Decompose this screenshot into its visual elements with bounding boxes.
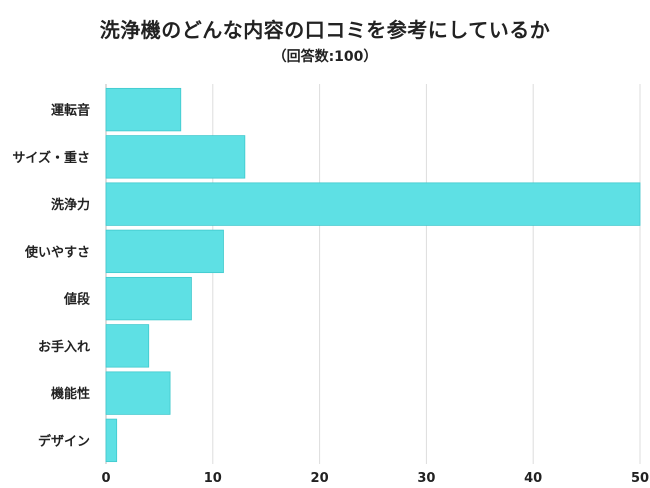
- x-tick-label: 30: [417, 471, 435, 486]
- category-label: 洗浄力: [51, 197, 90, 213]
- category-label: デザイン: [38, 433, 90, 449]
- bar: [105, 418, 118, 463]
- x-tick-label: 50: [631, 471, 649, 486]
- chart-subtitle: （回答数:100）: [272, 49, 378, 65]
- bar: [105, 135, 246, 179]
- x-tick-label: 20: [311, 471, 329, 486]
- x-tick-label: 0: [101, 471, 110, 486]
- category-label: サイズ・重さ: [12, 150, 90, 166]
- x-tick-label: 40: [524, 471, 542, 486]
- category-label: 運転音: [51, 103, 90, 119]
- bar: [105, 324, 150, 368]
- category-label: 機能性: [51, 386, 90, 402]
- category-label: お手入れ: [38, 339, 90, 355]
- bar: [105, 276, 192, 321]
- category-label: 使いやすさ: [24, 244, 90, 260]
- bars: [105, 87, 641, 463]
- chart-title: 洗浄機のどんな内容の口コミを参考にしているか: [99, 18, 551, 42]
- bar: [105, 229, 224, 274]
- category-label: 値段: [63, 292, 90, 308]
- bar: [105, 182, 641, 226]
- bar: [105, 371, 171, 415]
- x-tick-labels: 0 10 20 30 40 50: [101, 471, 649, 486]
- x-tick-label: 10: [204, 471, 222, 486]
- bar: [105, 87, 182, 132]
